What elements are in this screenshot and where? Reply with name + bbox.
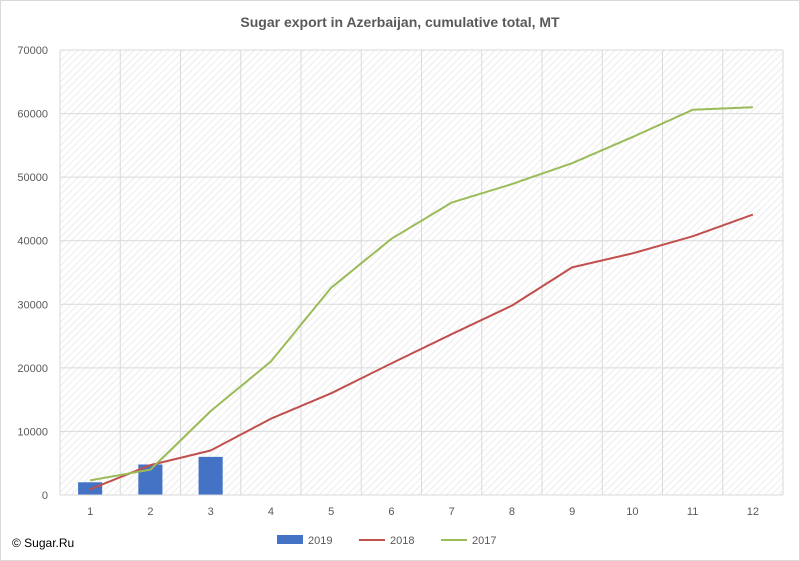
x-tick-label: 1	[87, 506, 93, 518]
copyright-text: © Sugar.Ru	[12, 536, 75, 550]
y-tick-label: 0	[42, 490, 48, 502]
x-tick-label: 3	[208, 506, 214, 518]
legend-label-2017: 2017	[472, 535, 496, 547]
line-2017	[89, 106, 753, 482]
line-2018	[89, 213, 754, 491]
legend: 2019 2018 2017	[277, 535, 496, 547]
x-tick-label: 11	[687, 506, 698, 518]
x-tick-label: 5	[328, 506, 334, 518]
x-tick-label: 2	[147, 506, 153, 518]
line-series	[89, 106, 754, 491]
x-tick-label: 6	[388, 506, 394, 518]
x-tick-label: 7	[449, 506, 455, 518]
x-axis-ticks: 1 2 3 4 5 6 7 8 9 10 11 12	[87, 506, 759, 518]
y-tick-label: 60000	[17, 109, 48, 121]
y-tick-label: 70000	[17, 45, 48, 57]
x-tick-label: 12	[747, 506, 759, 518]
legend-label-2019: 2019	[308, 535, 332, 547]
legend-label-2018: 2018	[390, 535, 414, 547]
y-tick-label: 40000	[17, 236, 48, 248]
y-tick-label: 50000	[17, 172, 48, 184]
y-tick-label: 30000	[17, 299, 48, 311]
bar-2019	[198, 456, 223, 495]
chart-title: Sugar export in Azerbaijan, cumulative t…	[240, 14, 560, 30]
legend-swatch-2019	[277, 535, 303, 544]
y-tick-label: 20000	[17, 363, 48, 375]
y-axis-ticks: 0 10000 20000 30000 40000 50000 60000 70000	[17, 45, 48, 502]
x-tick-label: 10	[626, 506, 638, 518]
x-tick-label: 8	[509, 506, 515, 518]
x-tick-label: 4	[268, 506, 274, 518]
y-tick-label: 10000	[17, 426, 48, 438]
x-tick-label: 9	[569, 506, 575, 518]
